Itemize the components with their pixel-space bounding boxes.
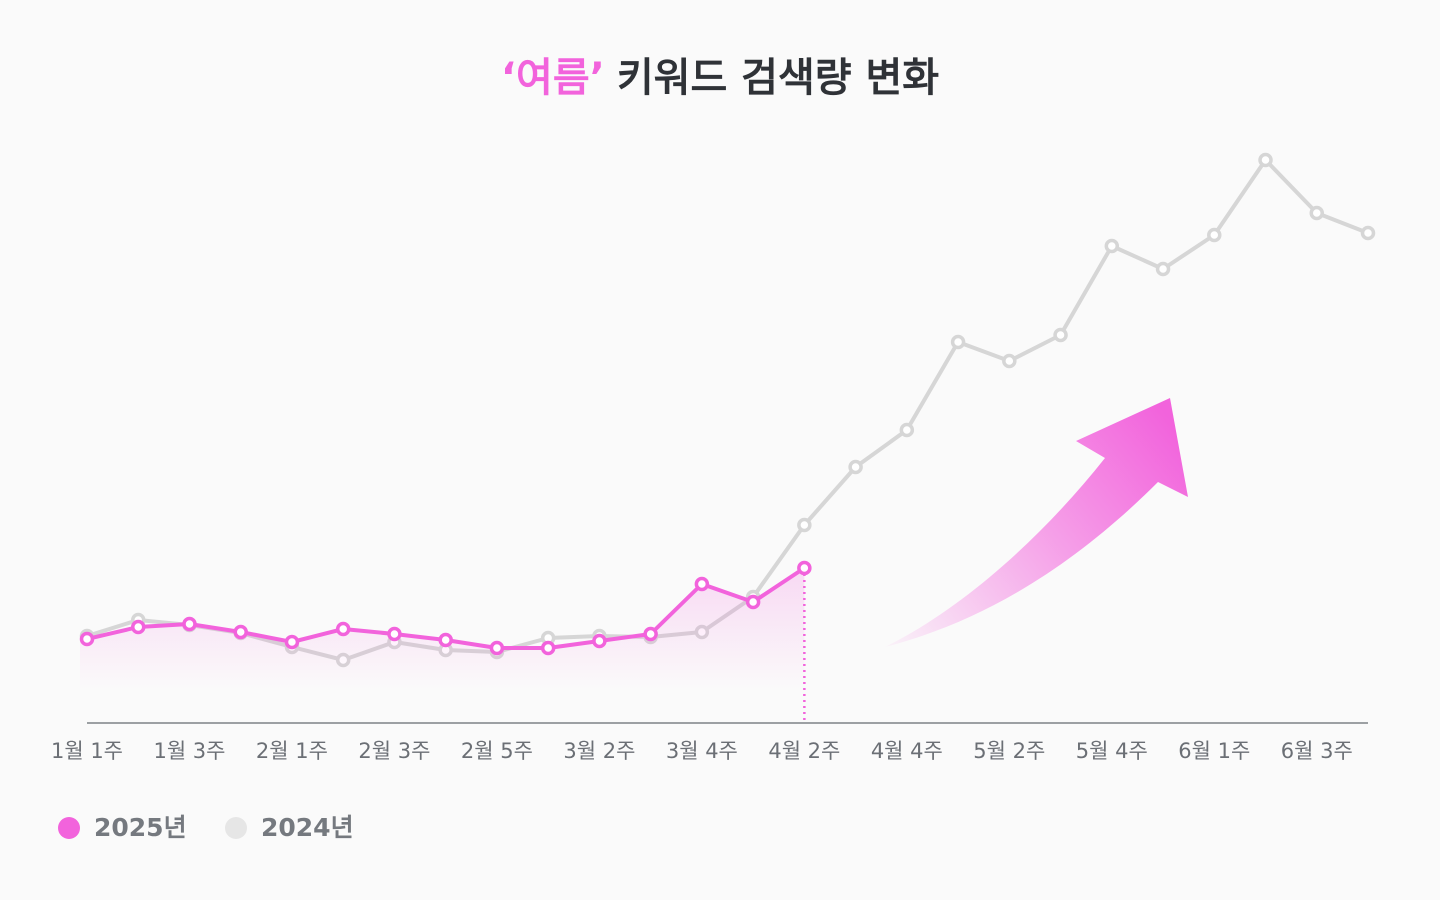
point (592, 633, 607, 649)
point (438, 632, 453, 648)
chart-title: ‘여름’ 키워드 검색량 변화 (501, 55, 939, 101)
point (797, 560, 812, 576)
x-tick-label: 2월 3주 (358, 739, 430, 763)
point (950, 334, 966, 350)
x-tick-label: 2월 1주 (256, 739, 328, 763)
legend-swatch (58, 817, 80, 839)
x-tick-label: 2월 5주 (461, 739, 533, 763)
point (1360, 225, 1376, 241)
x-tick-label: 1월 1주 (51, 739, 123, 763)
trend-arrow (885, 398, 1188, 647)
point (489, 640, 505, 656)
point (1258, 152, 1273, 168)
point (182, 616, 197, 632)
point (335, 621, 351, 637)
point (745, 594, 761, 610)
legend-swatch (225, 817, 247, 839)
point (1207, 227, 1222, 243)
point (233, 624, 248, 640)
x-tick-label: 6월 3주 (1281, 739, 1353, 763)
point (130, 619, 146, 635)
x-tick-label: 3월 2주 (563, 739, 635, 763)
x-tick-label: 4월 2주 (768, 739, 840, 763)
x-tick-label: 3월 4주 (666, 739, 738, 763)
point (1002, 353, 1017, 369)
x-tick-label: 1월 3주 (153, 739, 225, 763)
point (1155, 261, 1171, 277)
series-line (86, 158, 1369, 662)
point (643, 626, 658, 642)
x-tick-label: 5월 2주 (973, 739, 1045, 763)
point (797, 517, 812, 533)
x-tick-label: 4월 4주 (871, 739, 943, 763)
title-highlight: ‘여름’ (501, 55, 605, 101)
x-tick-label: 6월 1주 (1178, 739, 1250, 763)
point (694, 576, 710, 592)
point (79, 631, 95, 647)
legend-label: 2024년 (261, 813, 354, 842)
point (1104, 238, 1120, 254)
point (1053, 327, 1068, 343)
point (848, 459, 863, 475)
point (540, 640, 556, 656)
title-text: 키워드 검색량 변화 (617, 55, 939, 101)
point (387, 626, 402, 642)
legend-label: 2025년 (94, 813, 187, 842)
point (284, 634, 300, 650)
point (1309, 205, 1325, 221)
point (899, 422, 915, 438)
x-tick-label: 5월 4주 (1076, 739, 1148, 763)
area (80, 568, 805, 690)
